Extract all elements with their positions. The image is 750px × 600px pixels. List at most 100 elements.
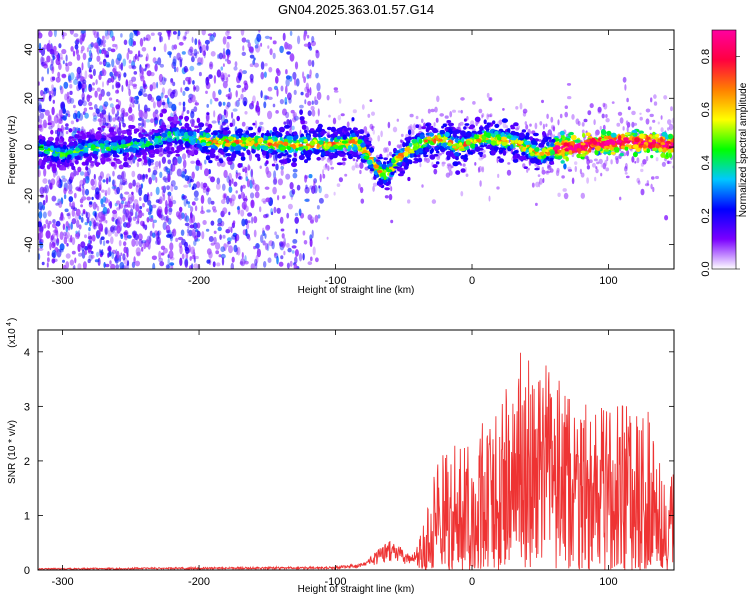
spectrogram-speckle [138,90,143,97]
spectrogram-ridge-cell [494,131,499,135]
spectrogram-speckle [107,199,111,204]
spectrogram-speckle [541,99,544,104]
spectrogram-ridge-cell [80,130,84,135]
spectrogram-ridge-cell [293,152,297,157]
spectrogram-speckle [89,64,94,69]
spectrogram-speckle [187,225,190,229]
spectrogram-speckle [51,64,55,72]
spectrogram-speckle [64,93,68,101]
spectrogram-speckle [228,172,233,182]
spectrogram-ridge-cell [90,144,96,150]
spectrogram-speckle [237,172,241,176]
spectrogram-speckle [81,88,85,93]
spectrogram-speckle [222,80,228,89]
spectrogram-speckle [74,44,79,50]
spectrogram-speckle [115,104,121,110]
spectrogram-speckle [242,45,245,52]
spectrogram-speckle [92,112,97,117]
spectrogram-speckle [77,127,81,132]
spectrogram-speckle [307,59,312,67]
spectrogram-speckle [232,108,238,112]
spectrogram-speckle [250,192,255,199]
spectrogram-speckle [294,212,299,217]
spectrogram-ridge-cell [55,137,60,142]
spectrogram-speckle [185,215,190,223]
spectrogram-speckle [222,36,227,45]
spectrogram-ridge-cell [421,126,427,130]
spectrogram-speckle [240,30,245,36]
spectrogram-speckle [110,263,116,269]
spectrogram-speckle [128,50,133,55]
spectrogram-speckle [52,223,57,229]
spectrogram-ridge-cell [166,137,173,143]
spectrogram-speckle [168,250,174,259]
spectrogram-speckle [245,39,250,43]
spectrogram-speckle [194,38,198,46]
spectrogram-ridge-cell [202,146,208,150]
spectrogram-speckle [163,43,167,53]
spectrogram-speckle [126,222,131,229]
spectrogram-speckle [112,170,115,177]
spectrogram-ridge-cell [418,138,423,144]
spectrogram-speckle [46,67,50,75]
spectrogram-ridge-cell [647,143,654,149]
spectrogram-ridge-cell [187,151,195,156]
spectrogram-speckle [465,173,469,177]
spectrogram-speckle [136,95,139,105]
spectrogram-speckle [152,221,155,229]
spectrogram-speckle [221,114,225,124]
spectrogram-ridge-cell [437,134,441,139]
spectrogram-speckle [107,47,112,52]
spectrogram-ridge-cell [223,146,229,153]
spectrogram-ridge-cell [130,154,134,158]
spectrogram-speckle [49,241,52,251]
spectrogram-speckle [165,264,170,269]
spectrogram-speckle [387,121,391,129]
spectrogram-speckle [384,195,389,199]
spectrogram-speckle [430,145,435,149]
spectrogram-speckle [104,263,110,268]
spectrogram-speckle [206,209,211,213]
spectrogram-ridge-cell [108,127,115,133]
spectrogram-speckle [130,96,135,105]
spectrogram-speckle [70,120,75,125]
spectrogram-ridge-cell [498,158,505,163]
spectrogram-speckle [118,73,121,82]
spectrogram-speckle [263,101,267,109]
spectrogram-speckle [141,118,145,127]
spectrogram-speckle [562,188,567,192]
spectrogram-speckle [640,168,644,173]
spectrogram-speckle [108,176,111,183]
spectrogram-speckle [280,85,284,92]
spectrogram-speckle [369,99,373,102]
spectrogram-speckle [305,92,310,98]
spectrogram-speckle [258,30,261,33]
spectrogram-heatmap [38,30,674,269]
spectrogram-speckle [115,248,118,258]
spectrogram-ridge-cell [373,170,379,176]
spectrogram-speckle [652,186,655,193]
spectrogram-speckle [311,60,315,68]
spectrogram-speckle [307,110,312,117]
spectrogram-speckle [316,91,322,101]
spectrogram-speckle [138,117,143,121]
spectrogram-speckle [126,252,129,258]
spectrogram-speckle [115,264,120,269]
spectrogram-speckle [94,259,100,263]
spectrogram-speckle [198,39,201,46]
spectrogram-speckle [571,177,575,185]
spectrogram-speckle [109,71,113,77]
spectrogram-speckle [285,111,290,119]
spectrogram-speckle [352,109,357,114]
spectrogram-speckle [84,171,87,178]
spectrogram-speckle [135,182,141,188]
spectrogram-speckle [326,236,329,240]
spectrogram-ridge-cell [184,115,190,121]
spectrogram-speckle [143,104,148,113]
spectrogram-ridge-cell [463,126,467,130]
spectrogram-ridge-cell [363,155,370,160]
spectrogram-ridge-cell [235,135,239,139]
spectrogram-speckle [193,263,199,269]
spectrogram-speckle [103,262,106,268]
spectrogram-speckle [108,112,111,121]
